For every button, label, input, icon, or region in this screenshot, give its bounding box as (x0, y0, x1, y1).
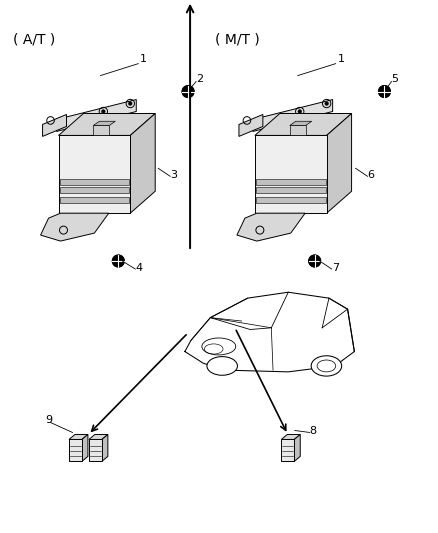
Text: 2: 2 (196, 74, 203, 84)
Polygon shape (59, 114, 155, 135)
Polygon shape (60, 179, 129, 185)
Polygon shape (59, 135, 130, 213)
Circle shape (325, 102, 328, 106)
Text: 1: 1 (140, 54, 147, 63)
Text: 5: 5 (392, 74, 399, 84)
Polygon shape (253, 100, 332, 132)
Polygon shape (60, 187, 129, 193)
Polygon shape (256, 197, 326, 203)
Polygon shape (255, 135, 327, 213)
Polygon shape (42, 115, 67, 136)
Text: 6: 6 (367, 170, 374, 180)
Polygon shape (256, 179, 326, 185)
Polygon shape (89, 439, 102, 462)
Polygon shape (82, 434, 88, 462)
Polygon shape (60, 197, 129, 203)
Polygon shape (281, 434, 300, 439)
Text: 1: 1 (338, 54, 345, 63)
Polygon shape (41, 213, 109, 241)
Polygon shape (290, 125, 306, 135)
Text: 3: 3 (170, 170, 177, 180)
Circle shape (102, 110, 105, 114)
Polygon shape (237, 213, 305, 241)
Polygon shape (294, 434, 300, 462)
Polygon shape (57, 100, 136, 132)
Ellipse shape (202, 338, 236, 355)
Circle shape (298, 110, 301, 114)
Text: 8: 8 (310, 426, 317, 437)
Circle shape (128, 102, 132, 106)
Circle shape (309, 255, 321, 267)
Polygon shape (69, 434, 88, 439)
Polygon shape (327, 114, 352, 213)
Polygon shape (93, 122, 115, 125)
Polygon shape (290, 122, 312, 125)
Text: 9: 9 (46, 415, 53, 424)
Polygon shape (69, 439, 82, 462)
Text: ( A/T ): ( A/T ) (13, 33, 55, 47)
Polygon shape (89, 434, 108, 439)
Polygon shape (93, 125, 110, 135)
Polygon shape (281, 439, 294, 462)
Polygon shape (255, 114, 352, 135)
Ellipse shape (207, 357, 237, 375)
Circle shape (182, 86, 194, 98)
Text: 7: 7 (332, 263, 339, 273)
Circle shape (112, 255, 124, 267)
Polygon shape (185, 292, 354, 372)
Text: 4: 4 (135, 263, 142, 273)
Polygon shape (130, 114, 155, 213)
Polygon shape (102, 434, 108, 462)
Text: ( M/T ): ( M/T ) (215, 33, 260, 47)
Ellipse shape (311, 356, 342, 376)
Polygon shape (256, 187, 326, 193)
Circle shape (378, 86, 390, 98)
Polygon shape (239, 115, 263, 136)
